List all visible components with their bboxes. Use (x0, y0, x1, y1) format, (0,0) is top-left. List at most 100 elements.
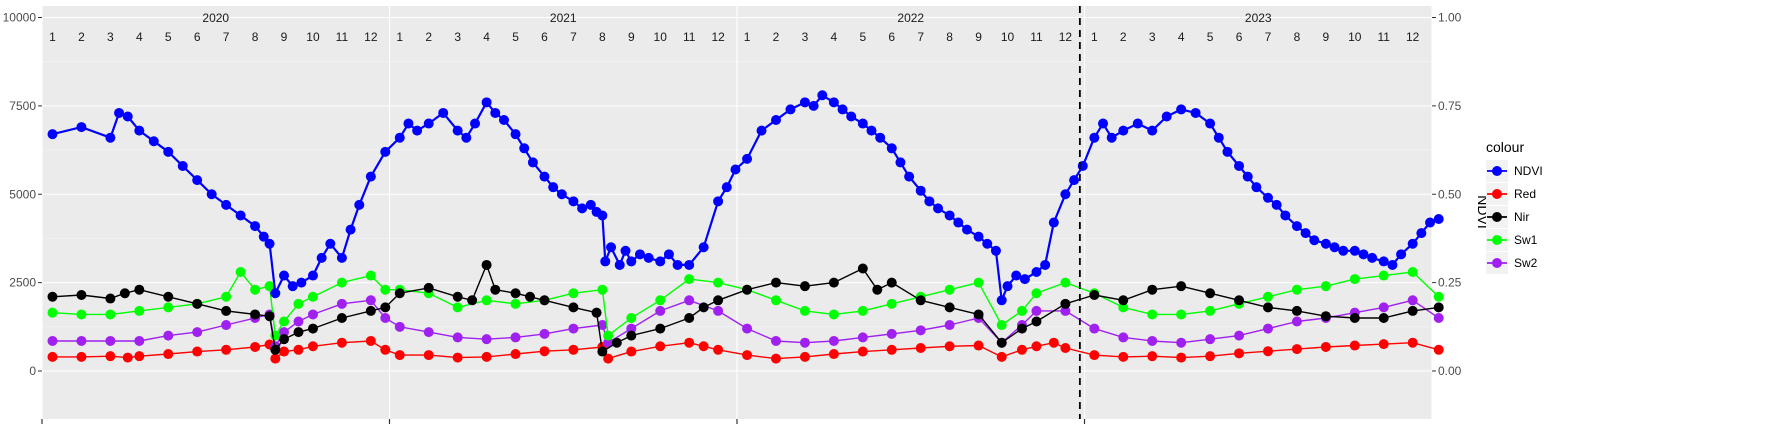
data-point-red (481, 351, 492, 362)
data-point-nir (684, 312, 695, 323)
data-point-nir (713, 295, 724, 306)
data-point-ndvi (837, 104, 848, 115)
data-point-sw1 (1205, 305, 1216, 316)
data-point-sw1 (250, 284, 261, 295)
data-point-nir (307, 323, 318, 334)
data-point-ndvi (1291, 221, 1302, 232)
data-point-ndvi (177, 160, 188, 171)
data-point-ndvi (380, 146, 391, 157)
data-point-sw2 (452, 332, 463, 343)
data-point-red (973, 340, 984, 351)
data-point-ndvi (438, 107, 449, 118)
data-point-red (134, 351, 145, 362)
data-point-nir (1407, 305, 1418, 316)
month-label: 8 (1294, 30, 1301, 44)
month-label: 2 (773, 30, 780, 44)
data-point-nir (490, 284, 501, 295)
series-layer (47, 90, 1444, 364)
data-point-sw2 (423, 327, 434, 338)
data-point-ndvi (1002, 281, 1013, 292)
data-point-ndvi (953, 217, 964, 228)
data-point-ndvi (857, 118, 868, 129)
data-point-ndvi (490, 107, 501, 118)
data-point-sw2 (539, 328, 550, 339)
data-point-ndvi (973, 231, 984, 242)
data-point-red (1016, 344, 1027, 355)
month-label: 7 (917, 30, 924, 44)
data-point-ndvi (345, 224, 356, 235)
right-axis-tick-label: 0.25 (1438, 276, 1462, 290)
data-point-nir (1433, 302, 1444, 313)
data-point-ndvi (626, 256, 637, 267)
data-point-ndvi (1147, 125, 1158, 136)
data-point-sw2 (771, 335, 781, 346)
data-point-red (221, 344, 232, 355)
month-label: 8 (946, 30, 953, 44)
data-point-ndvi (846, 111, 857, 122)
data-point-red (655, 341, 666, 352)
data-point-red (423, 350, 434, 361)
data-point-red (828, 349, 839, 360)
data-point-red (1262, 346, 1273, 357)
data-point-nir (611, 337, 622, 348)
data-point-sw2 (1060, 305, 1071, 316)
data-point-sw1 (771, 295, 781, 306)
data-point-ndvi (1060, 189, 1071, 200)
data-point-nir (76, 289, 87, 300)
data-point-sw2 (944, 320, 955, 331)
data-point-sw1 (221, 291, 232, 302)
month-label: 7 (570, 30, 577, 44)
data-point-sw1 (336, 277, 347, 288)
year-label: 2020 (202, 11, 229, 25)
month-label: 12 (1406, 30, 1420, 44)
data-point-sw2 (1147, 335, 1158, 346)
data-point-nir (394, 288, 405, 299)
data-point-nir (1291, 305, 1302, 316)
data-point-sw1 (603, 330, 614, 341)
data-point-ndvi (1089, 132, 1100, 143)
data-point-sw1 (799, 305, 810, 316)
data-point-nir (510, 288, 521, 299)
month-label: 10 (654, 30, 668, 44)
data-point-sw1 (996, 320, 1007, 331)
data-point-red (163, 349, 174, 360)
data-point-ndvi (1213, 132, 1224, 143)
data-point-ndvi (672, 259, 683, 270)
month-label: 4 (831, 30, 838, 44)
month-label: 9 (628, 30, 635, 44)
data-point-ndvi (403, 118, 414, 129)
data-point-sw1 (1262, 291, 1273, 302)
data-point-red (1433, 344, 1444, 355)
data-point-ndvi (1271, 199, 1282, 210)
data-point-ndvi (1416, 228, 1427, 239)
data-point-sw1 (452, 302, 463, 313)
data-point-ndvi (713, 196, 724, 207)
data-point-sw2 (597, 320, 608, 331)
data-point-ndvi (114, 107, 125, 118)
data-point-ndvi (606, 242, 617, 253)
month-label: 5 (859, 30, 866, 44)
data-point-sw1 (279, 316, 290, 327)
data-point-sw1 (1378, 270, 1389, 281)
data-point-nir (597, 346, 608, 357)
data-point-ndvi (1234, 160, 1245, 171)
data-point-ndvi (1132, 118, 1143, 129)
data-point-sw1 (973, 277, 984, 288)
data-point-sw2 (1433, 312, 1444, 323)
data-point-ndvi (620, 245, 631, 256)
data-point-nir (1234, 295, 1245, 306)
data-point-nir (1031, 316, 1042, 327)
month-label: 8 (599, 30, 606, 44)
data-point-ndvi (663, 249, 674, 260)
data-point-red (1060, 343, 1071, 354)
data-point-ndvi (481, 97, 492, 108)
month-label: 6 (888, 30, 895, 44)
data-point-sw1 (481, 295, 492, 306)
data-point-sw1 (134, 305, 145, 316)
data-point-sw1 (1320, 281, 1331, 292)
data-point-ndvi (990, 245, 1001, 256)
data-point-sw2 (1176, 337, 1187, 348)
data-point-sw2 (365, 295, 376, 306)
data-point-nir (192, 298, 203, 309)
data-point-ndvi (585, 199, 596, 210)
